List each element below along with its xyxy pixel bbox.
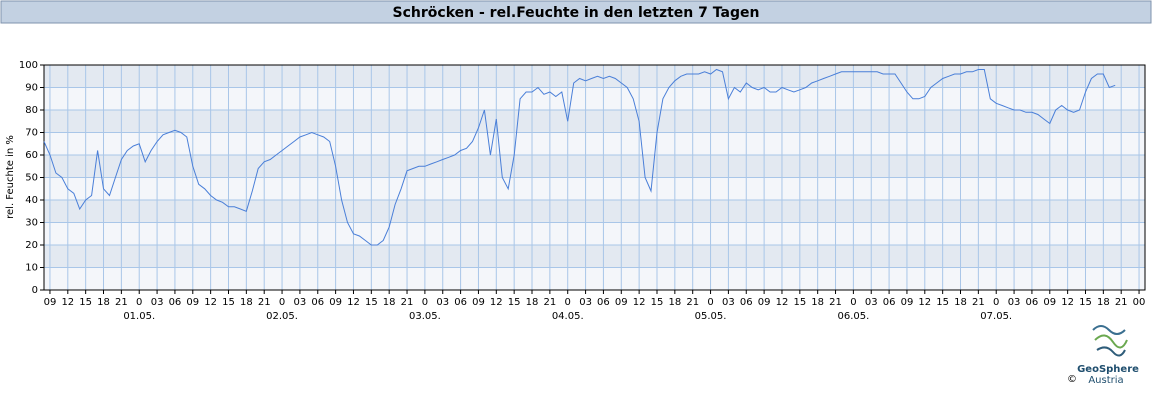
logo-name: GeoSphere bbox=[1077, 364, 1139, 375]
x-tick-label: 12 bbox=[347, 297, 360, 308]
band bbox=[44, 110, 1145, 133]
x-tick-label: 09 bbox=[472, 297, 485, 308]
x-tick-label: 15 bbox=[936, 297, 949, 308]
y-tick-label: 80 bbox=[25, 105, 38, 116]
x-tick-label: 03 bbox=[294, 297, 307, 308]
x-tick-label: 0 bbox=[565, 297, 571, 308]
x-tick-label: 12 bbox=[61, 297, 74, 308]
x-tick-label: 18 bbox=[811, 297, 824, 308]
x-tick-label: 06 bbox=[740, 297, 753, 308]
x-tick-label: 12 bbox=[633, 297, 646, 308]
date-label: 05.05. bbox=[695, 311, 727, 322]
date-label: 02.05. bbox=[266, 311, 298, 322]
x-tick-label: 18 bbox=[240, 297, 253, 308]
x-tick-label: 18 bbox=[668, 297, 681, 308]
date-label: 04.05. bbox=[552, 311, 584, 322]
x-tick-label: 06 bbox=[883, 297, 896, 308]
x-tick-label: 18 bbox=[526, 297, 539, 308]
x-tick-label: 09 bbox=[615, 297, 628, 308]
x-tick-label: 00 bbox=[1133, 297, 1146, 308]
x-tick-label: 21 bbox=[972, 297, 985, 308]
x-tick-label: 12 bbox=[918, 297, 931, 308]
y-tick-label: 20 bbox=[25, 240, 38, 251]
x-tick-label: 0 bbox=[850, 297, 856, 308]
x-tick-label: 03 bbox=[722, 297, 735, 308]
x-tick-label: 15 bbox=[508, 297, 521, 308]
x-tick-label: 03 bbox=[1008, 297, 1021, 308]
date-label: 06.05. bbox=[837, 311, 869, 322]
x-tick-label: 15 bbox=[79, 297, 92, 308]
x-tick-label: 21 bbox=[401, 297, 414, 308]
x-tick-label: 21 bbox=[543, 297, 556, 308]
y-tick-label: 30 bbox=[25, 218, 38, 229]
date-label: 03.05. bbox=[409, 311, 441, 322]
logo-sub: Austria bbox=[1088, 375, 1123, 386]
title-bar bbox=[0, 0, 1152, 24]
x-tick-label: 09 bbox=[329, 297, 342, 308]
x-tick-label: 0 bbox=[707, 297, 713, 308]
x-tick-label: 03 bbox=[436, 297, 449, 308]
x-tick-label: 12 bbox=[490, 297, 503, 308]
x-tick-label: 06 bbox=[1026, 297, 1039, 308]
copyright: © bbox=[1067, 374, 1077, 385]
x-tick-label: 09 bbox=[901, 297, 914, 308]
y-tick-label: 90 bbox=[25, 83, 38, 94]
x-tick-label: 0 bbox=[279, 297, 285, 308]
date-label: 07.05. bbox=[980, 311, 1012, 322]
x-tick-label: 15 bbox=[222, 297, 235, 308]
y-tick-label: 70 bbox=[25, 128, 38, 139]
x-tick-label: 03 bbox=[579, 297, 592, 308]
x-tick-label: 12 bbox=[204, 297, 217, 308]
x-tick-label: 06 bbox=[169, 297, 182, 308]
x-tick-label: 21 bbox=[258, 297, 271, 308]
y-tick-label: 100 bbox=[19, 60, 38, 71]
y-tick-label: 40 bbox=[25, 195, 38, 206]
x-tick-label: 15 bbox=[651, 297, 664, 308]
y-tick-label: 10 bbox=[25, 263, 38, 274]
x-tick-label: 03 bbox=[151, 297, 164, 308]
x-tick-label: 09 bbox=[44, 297, 57, 308]
x-tick-label: 09 bbox=[758, 297, 771, 308]
plot-frame bbox=[43, 64, 1146, 291]
x-tick-label: 15 bbox=[1079, 297, 1092, 308]
x-tick-label: 18 bbox=[1097, 297, 1110, 308]
x-tick-label: 21 bbox=[686, 297, 699, 308]
logo-icon bbox=[1092, 325, 1128, 357]
band bbox=[44, 245, 1145, 268]
band bbox=[44, 155, 1145, 178]
x-tick-label: 12 bbox=[776, 297, 789, 308]
x-tick-label: 21 bbox=[829, 297, 842, 308]
x-tick-label: 15 bbox=[793, 297, 806, 308]
x-tick-label: 06 bbox=[454, 297, 467, 308]
date-label: 01.05. bbox=[123, 311, 155, 322]
x-tick-label: 21 bbox=[115, 297, 128, 308]
x-tick-label: 06 bbox=[597, 297, 610, 308]
y-axis-label: rel. Feuchte in % bbox=[5, 135, 16, 219]
x-tick-label: 15 bbox=[365, 297, 378, 308]
chart-title: Schröcken - rel.Feuchte in den letzten 7… bbox=[393, 5, 760, 21]
x-tick-label: 09 bbox=[1043, 297, 1056, 308]
y-tick-label: 50 bbox=[25, 173, 38, 184]
y-tick-label: 0 bbox=[32, 285, 38, 296]
x-tick-label: 21 bbox=[1115, 297, 1128, 308]
x-tick-label: 18 bbox=[954, 297, 967, 308]
data-line bbox=[43, 68, 1116, 246]
x-tick-label: 09 bbox=[186, 297, 199, 308]
x-tick-label: 12 bbox=[1061, 297, 1074, 308]
x-tick-label: 0 bbox=[422, 297, 428, 308]
x-tick-label: 0 bbox=[993, 297, 999, 308]
x-tick-label: 18 bbox=[97, 297, 110, 308]
x-tick-label: 18 bbox=[383, 297, 396, 308]
x-tick-label: 03 bbox=[865, 297, 878, 308]
band bbox=[44, 65, 1145, 88]
x-tick-label: 0 bbox=[136, 297, 142, 308]
y-tick-label: 60 bbox=[25, 150, 38, 161]
x-tick-label: 06 bbox=[311, 297, 324, 308]
band bbox=[44, 200, 1145, 223]
